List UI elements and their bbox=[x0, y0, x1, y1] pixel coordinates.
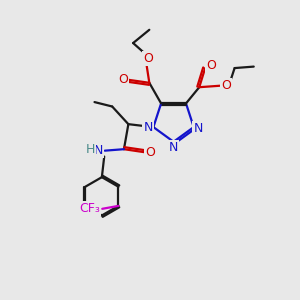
Text: O: O bbox=[206, 59, 216, 72]
Text: N: N bbox=[169, 141, 178, 154]
Text: N: N bbox=[94, 144, 103, 157]
Text: CF₃: CF₃ bbox=[80, 202, 100, 215]
Text: O: O bbox=[143, 52, 153, 65]
Text: O: O bbox=[145, 146, 155, 159]
Text: O: O bbox=[221, 79, 231, 92]
Text: O: O bbox=[118, 73, 128, 86]
Text: N: N bbox=[143, 121, 153, 134]
Text: H: H bbox=[85, 143, 95, 156]
Text: N: N bbox=[194, 122, 203, 135]
